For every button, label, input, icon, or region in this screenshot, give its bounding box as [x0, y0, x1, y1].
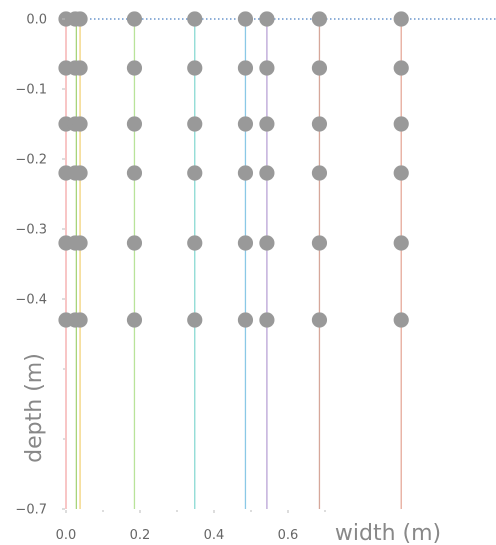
- data-point-r6-c5: [187, 312, 203, 328]
- data-point-r3-c7: [259, 116, 275, 132]
- data-point-r4-c8: [311, 165, 328, 181]
- data-point-r5-c6: [237, 235, 254, 251]
- y-axis-ticks: 0.0 −0.1 −0.2 −0.3 −0.4 −0.7: [15, 13, 65, 518]
- points-layer: [58, 11, 409, 328]
- data-point-r1-c5: [187, 11, 203, 27]
- data-point-r1-c9: [393, 11, 409, 27]
- vertical-lines-layer: [65, 19, 402, 509]
- data-point-r4-c5: [187, 165, 203, 181]
- data-point-r4-c3: [72, 165, 88, 181]
- data-point-r4-c9: [393, 165, 409, 181]
- x-axis-title: width (m): [335, 521, 441, 545]
- data-point-r5-c5: [187, 235, 203, 251]
- data-point-r6-c4: [126, 312, 143, 328]
- data-point-r5-c4: [126, 235, 143, 251]
- x-axis-ticks: 0.0 0.2 0.4 0.6: [56, 510, 326, 543]
- data-point-r3-c4: [126, 116, 143, 132]
- data-point-r3-c8: [311, 116, 328, 132]
- data-point-r2-c6: [237, 60, 254, 76]
- data-point-r3-c6: [237, 116, 254, 132]
- y-tick-label: −0.4: [15, 293, 47, 308]
- y-tick-label: −0.3: [15, 223, 47, 238]
- y-tick-label: −0.1: [15, 83, 47, 98]
- data-point-r5-c3: [72, 235, 88, 251]
- data-point-r2-c7: [259, 60, 275, 76]
- data-point-r4-c7: [259, 165, 275, 181]
- data-point-r2-c9: [393, 60, 409, 76]
- y-tick-label: 0.0: [26, 13, 47, 28]
- y-tick-label: −0.2: [15, 153, 47, 168]
- x-tick-label: 0.2: [130, 528, 151, 543]
- data-point-r6-c6: [237, 312, 254, 328]
- data-point-r1-c8: [311, 11, 328, 27]
- data-point-r5-c9: [393, 235, 409, 251]
- x-tick-label: 0.6: [278, 528, 299, 543]
- data-point-r2-c4: [126, 60, 143, 76]
- x-tick-label: 0.0: [56, 528, 77, 543]
- y-tick-label: −0.7: [15, 503, 47, 518]
- data-point-r6-c8: [311, 312, 328, 328]
- data-point-r5-c8: [311, 235, 328, 251]
- data-point-r2-c5: [187, 60, 203, 76]
- data-point-r3-c3: [72, 116, 88, 132]
- x-tick-label: 0.4: [204, 528, 225, 543]
- data-point-r1-c7: [259, 11, 275, 27]
- data-point-r5-c7: [259, 235, 275, 251]
- data-point-r4-c6: [237, 165, 254, 181]
- data-point-r6-c7: [259, 312, 275, 328]
- y-axis-title: depth (m): [22, 353, 47, 463]
- data-point-r3-c5: [187, 116, 203, 132]
- data-point-r6-c9: [393, 312, 409, 328]
- data-point-r1-c3: [72, 11, 88, 27]
- data-point-r6-c3: [72, 312, 88, 328]
- data-point-r2-c8: [311, 60, 328, 76]
- data-point-r4-c4: [126, 165, 143, 181]
- data-point-r3-c9: [393, 116, 409, 132]
- data-point-r1-c4: [126, 11, 143, 27]
- data-point-r2-c3: [72, 60, 88, 76]
- data-point-r1-c6: [237, 11, 254, 27]
